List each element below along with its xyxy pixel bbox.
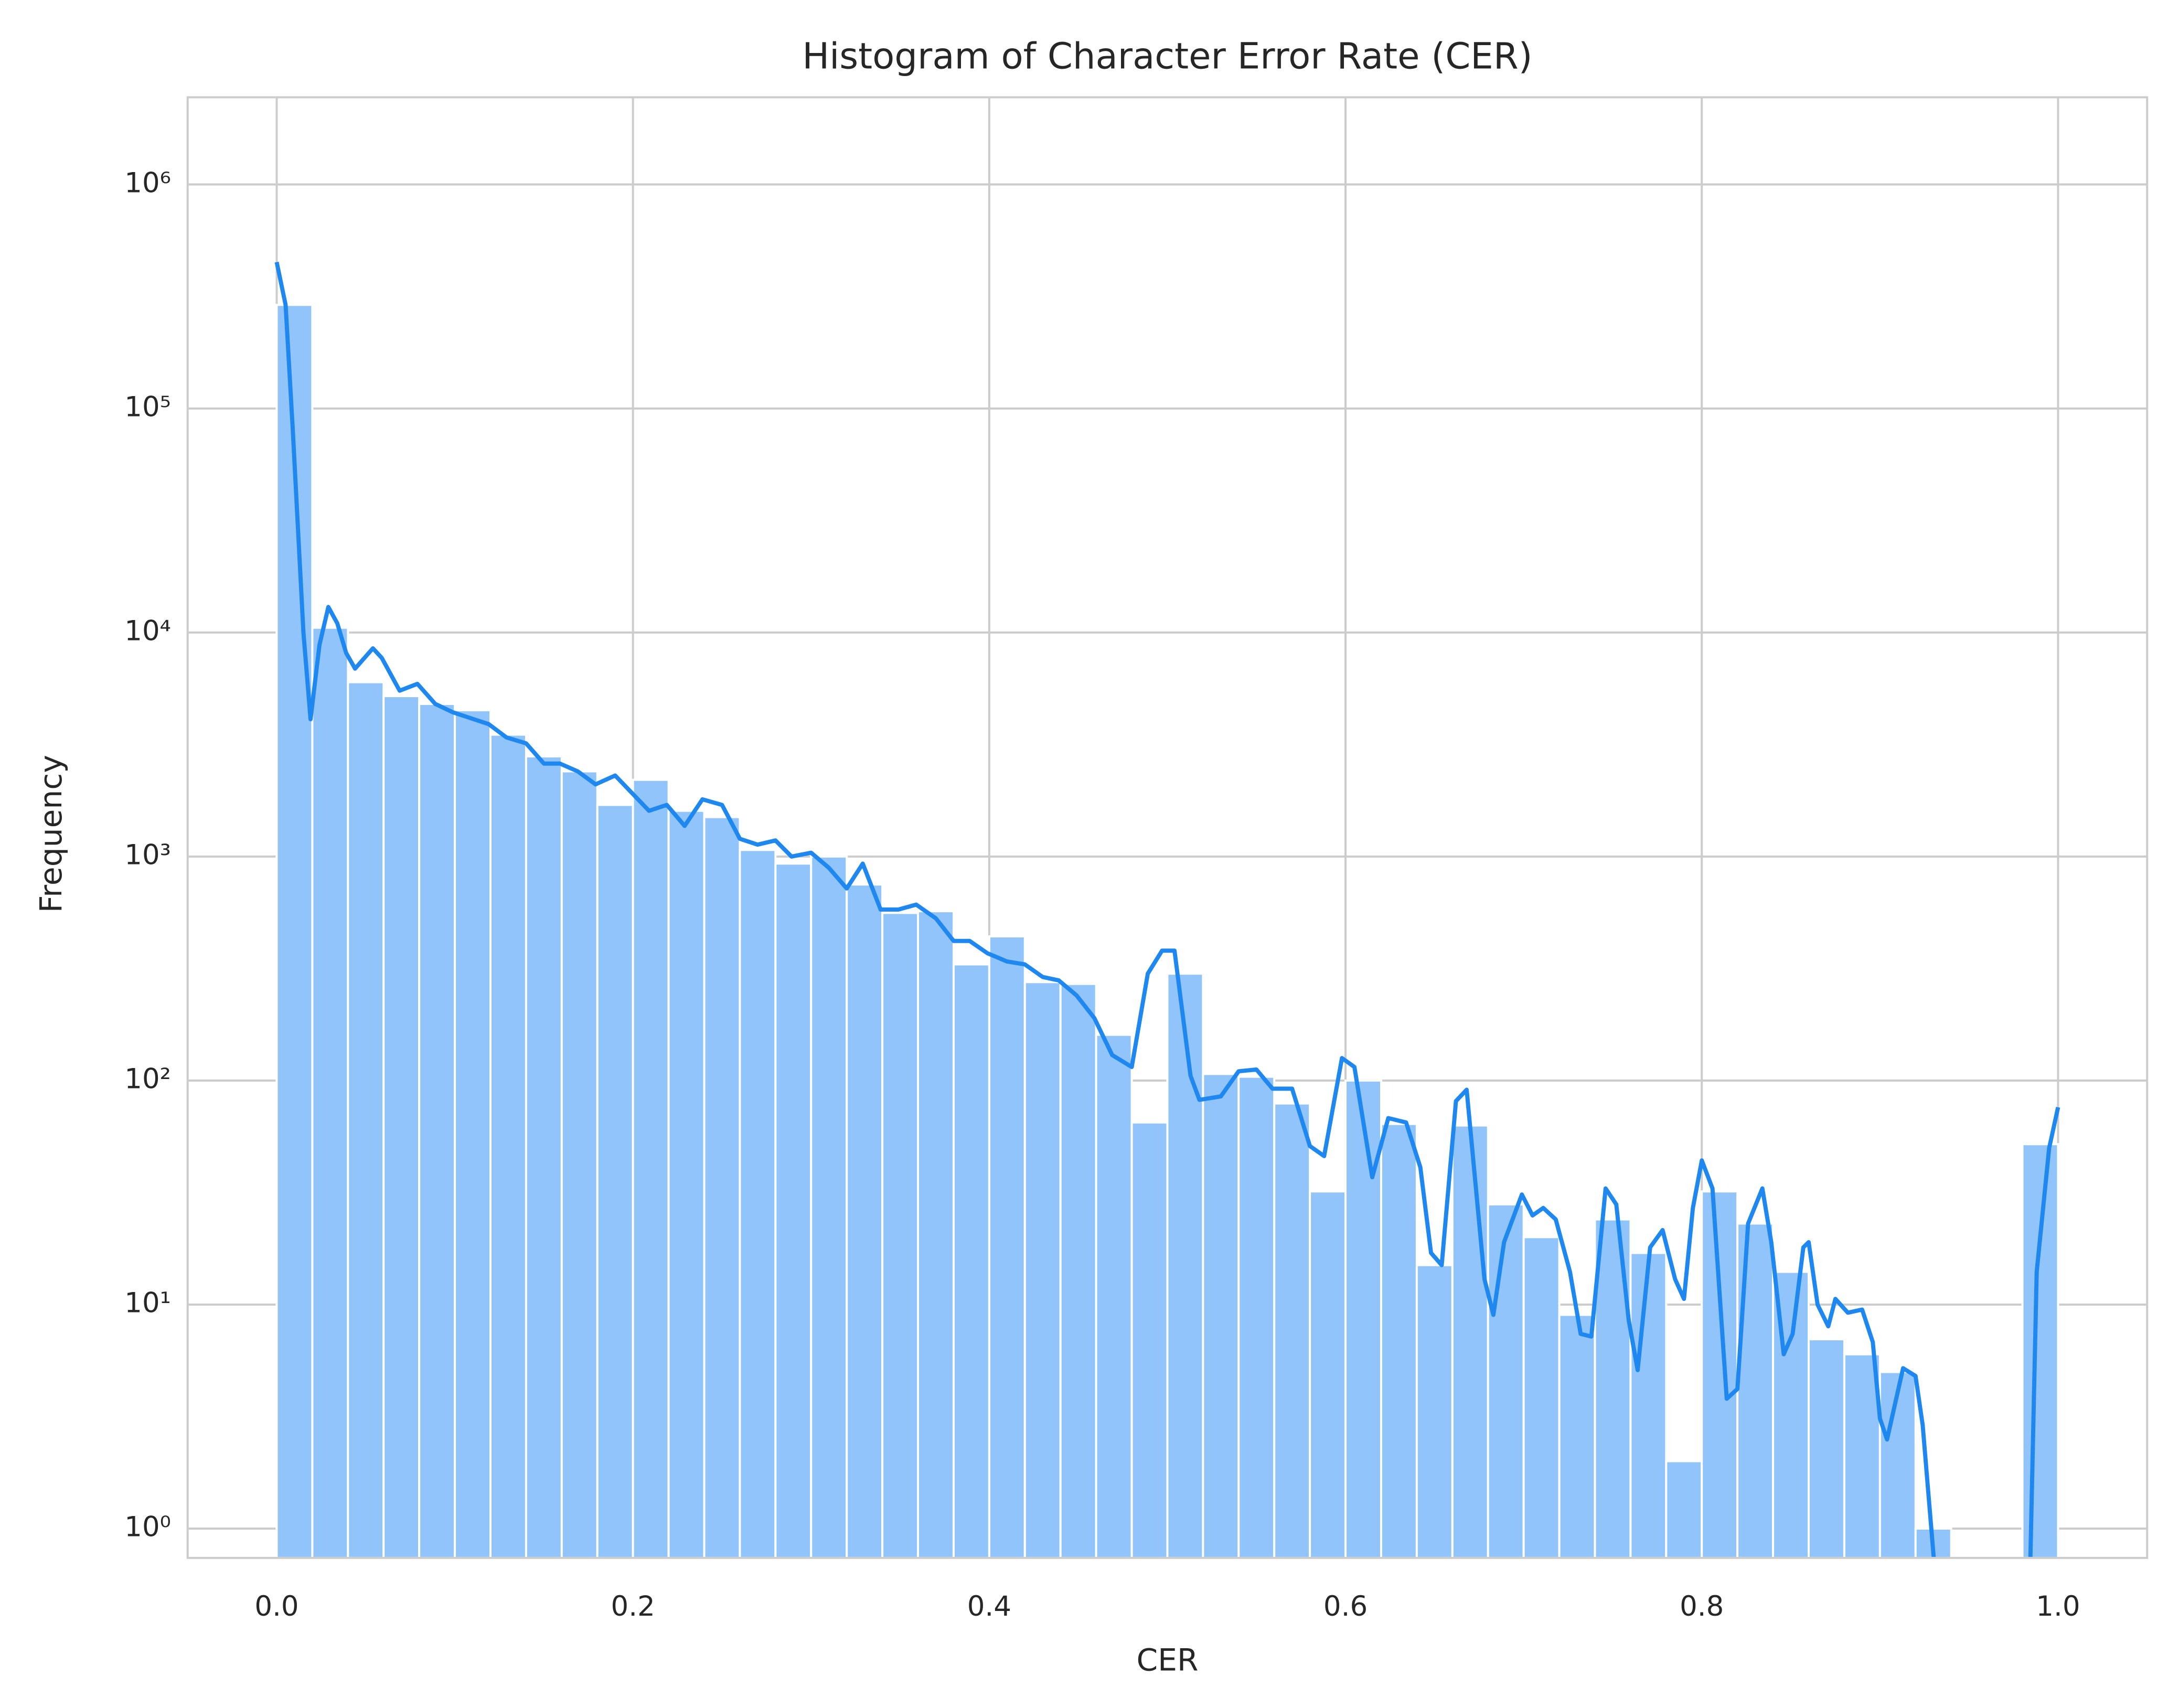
bar <box>774 862 813 1559</box>
bar <box>347 681 385 1559</box>
bars <box>275 304 2059 1559</box>
y-tick-label: 10² <box>124 1063 171 1095</box>
bar <box>1059 983 1097 1559</box>
x-tick-label: 0.6 <box>1323 1590 1368 1622</box>
bar <box>454 709 492 1559</box>
bar <box>1344 1079 1382 1559</box>
bar <box>1629 1252 1668 1559</box>
bar <box>311 626 349 1559</box>
bar <box>1843 1353 1881 1559</box>
y-tick-label: 10³ <box>124 839 171 871</box>
bar <box>1202 1073 1240 1559</box>
bar <box>739 849 777 1559</box>
bar <box>489 733 527 1559</box>
bar <box>881 912 920 1559</box>
bar <box>952 963 990 1559</box>
y-tick-label: 10⁵ <box>124 391 171 423</box>
bar <box>667 809 706 1559</box>
plot-frame <box>186 96 2149 1559</box>
bar <box>917 910 955 1559</box>
x-tick-label: 0.0 <box>254 1590 298 1622</box>
bar <box>2021 1143 2059 1559</box>
bar <box>1380 1123 1418 1559</box>
x-tick-label: 1.0 <box>2036 1590 2080 1622</box>
x-axis-label: CER <box>1136 1642 1198 1678</box>
bar <box>1558 1314 1596 1559</box>
bar <box>810 855 848 1559</box>
bar <box>418 702 456 1559</box>
bar <box>846 883 884 1559</box>
x-tick-label: 0.2 <box>611 1590 655 1622</box>
bar <box>1095 1033 1133 1559</box>
bar <box>632 778 670 1559</box>
bar <box>1273 1102 1311 1559</box>
y-tick-label: 10⁰ <box>124 1511 171 1543</box>
chart-title: Histogram of Character Error Rate (CER) <box>802 35 1532 77</box>
bar <box>1130 1121 1169 1559</box>
bar <box>1701 1190 1739 1559</box>
bar <box>1237 1075 1276 1559</box>
bar <box>1309 1190 1347 1559</box>
bar <box>1023 981 1062 1559</box>
bar <box>1736 1222 1775 1559</box>
bar <box>1878 1371 1917 1559</box>
bar <box>596 804 634 1559</box>
bar <box>525 755 563 1559</box>
y-tick-label: 10¹ <box>124 1287 171 1319</box>
bar <box>703 816 741 1559</box>
kde-layer <box>274 261 2060 1558</box>
x-tick-label: 0.8 <box>1680 1590 1724 1622</box>
bar <box>1166 973 1204 1559</box>
bar <box>1522 1236 1561 1559</box>
y-tick-label: 10⁴ <box>124 615 171 647</box>
kde-line <box>274 261 2060 1558</box>
bar <box>1808 1338 1845 1559</box>
bar <box>1487 1203 1525 1559</box>
bar <box>560 770 599 1559</box>
bar <box>382 695 421 1559</box>
bar <box>988 935 1026 1559</box>
bar <box>1665 1460 1703 1559</box>
y-tick-label: 10⁶ <box>124 167 171 199</box>
bar <box>1451 1124 1489 1559</box>
labels: 0.0 0.2 0.4 0.6 0.8 1.0 10⁰ 10¹ 10² 10³ 10⁴ 10⁵ 10⁶ <box>124 167 2080 1622</box>
y-axis-label: Frequency <box>33 755 69 913</box>
bar <box>1415 1264 1454 1559</box>
x-tick-label: 0.4 <box>967 1590 1011 1622</box>
